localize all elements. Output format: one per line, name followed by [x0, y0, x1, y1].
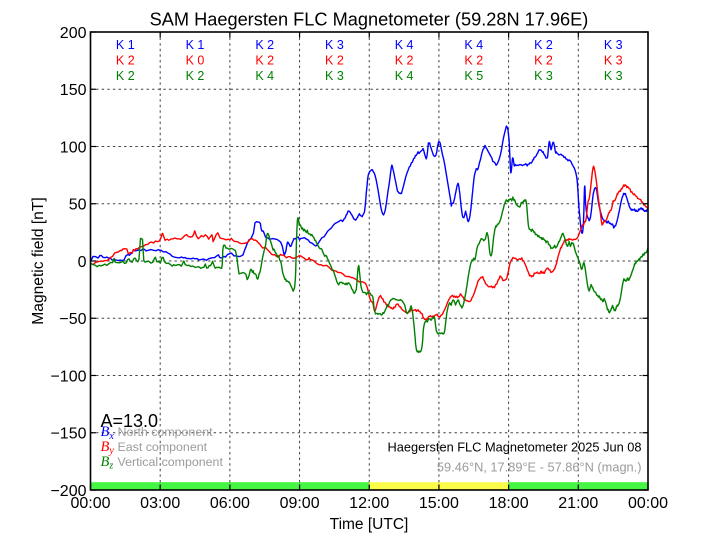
- svg-text:50: 50: [69, 197, 87, 214]
- svg-text:K 2: K 2: [255, 53, 274, 67]
- svg-text:K 2: K 2: [255, 38, 274, 52]
- svg-text:K 4: K 4: [255, 69, 274, 83]
- svg-text:K 2: K 2: [395, 53, 414, 67]
- svg-text:K 4: K 4: [464, 38, 483, 52]
- svg-text:18:00: 18:00: [489, 495, 529, 512]
- svg-text:SAM Haegersten FLC Magnetomete: SAM Haegersten FLC Magnetometer (59.28N …: [150, 10, 589, 30]
- svg-text:K 5: K 5: [464, 69, 483, 83]
- svg-text:00:00: 00:00: [628, 495, 668, 512]
- svg-text:K 3: K 3: [325, 69, 344, 83]
- svg-text:150: 150: [60, 82, 87, 99]
- svg-text:Magnetic field [nT]: Magnetic field [nT]: [30, 197, 47, 324]
- svg-text:21:00: 21:00: [558, 495, 598, 512]
- svg-text:K 2: K 2: [186, 69, 205, 83]
- svg-text:K 2: K 2: [325, 53, 344, 67]
- svg-text:200: 200: [60, 25, 87, 42]
- svg-text:K 2: K 2: [534, 38, 553, 52]
- svg-text:−150: −150: [50, 426, 86, 443]
- svg-text:K 3: K 3: [604, 69, 623, 83]
- svg-text:03:00: 03:00: [140, 495, 180, 512]
- svg-text:06:00: 06:00: [210, 495, 250, 512]
- svg-text:59.46°N, 17.89°E - 57.86°N (ma: 59.46°N, 17.89°E - 57.86°N (magn.): [437, 460, 642, 475]
- svg-text:K 2: K 2: [534, 53, 553, 67]
- svg-text:A=13.0: A=13.0: [101, 411, 159, 431]
- svg-text:0: 0: [78, 254, 87, 271]
- svg-text:North component: North component: [118, 425, 214, 439]
- svg-text:K 4: K 4: [395, 38, 414, 52]
- svg-text:K 1: K 1: [116, 38, 135, 52]
- svg-text:−200: −200: [50, 483, 86, 500]
- svg-text:−100: −100: [50, 368, 86, 385]
- svg-text:Time [UTC]: Time [UTC]: [330, 516, 409, 533]
- svg-text:K 0: K 0: [186, 53, 205, 67]
- svg-text:K 3: K 3: [604, 53, 623, 67]
- svg-text:Vertical component: Vertical component: [118, 455, 224, 469]
- svg-text:K 2: K 2: [464, 53, 483, 67]
- svg-text:K 3: K 3: [325, 38, 344, 52]
- svg-text:15:00: 15:00: [419, 495, 459, 512]
- svg-text:09:00: 09:00: [280, 495, 320, 512]
- svg-text:K 4: K 4: [395, 69, 414, 83]
- svg-text:00:00: 00:00: [70, 495, 110, 512]
- svg-text:East component: East component: [118, 440, 208, 454]
- svg-text:K 2: K 2: [116, 53, 135, 67]
- svg-text:K 3: K 3: [604, 38, 623, 52]
- svg-text:−50: −50: [59, 311, 86, 328]
- svg-text:100: 100: [60, 139, 87, 156]
- svg-text:K 1: K 1: [186, 38, 205, 52]
- svg-text:K 3: K 3: [534, 69, 553, 83]
- svg-text:K 2: K 2: [116, 69, 135, 83]
- svg-text:12:00: 12:00: [349, 495, 389, 512]
- svg-text:Haegersten FLC Magnetometer 20: Haegersten FLC Magnetometer 2025 Jun 08: [388, 440, 642, 455]
